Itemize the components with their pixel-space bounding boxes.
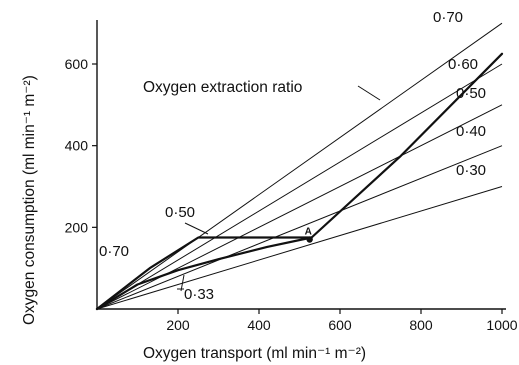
ratio-line-0-7 [96, 22, 503, 310]
data-series-line [95, 52, 504, 311]
y-axis-label: Oxygen consumption (ml min⁻¹ m⁻²) [21, 75, 38, 325]
x-tick-label: 1000 [486, 317, 517, 333]
x-tick-label: 200 [166, 317, 190, 333]
y-tick-label: 200 [65, 219, 89, 235]
axis-ticks: 200 400 600 800 1000 200 400 600 [65, 56, 518, 333]
ratio-lines-title: Oxygen extraction ratio [143, 79, 302, 96]
x-tick-label: 400 [247, 317, 271, 333]
ratio-line-0-6 [96, 63, 503, 310]
point-markers: A [305, 227, 313, 243]
axes [96, 20, 506, 310]
point-label: A [305, 227, 312, 238]
x-tick-label: 600 [328, 317, 352, 333]
annotation-label: 0·70 [99, 243, 129, 260]
ratio-label: 0·50 [456, 85, 486, 102]
y-tick-label: 400 [65, 138, 89, 154]
ratio-line-0-4 [96, 145, 503, 310]
extraction-ratio-lines [96, 22, 503, 310]
annotation-label: 0·50 [165, 204, 195, 221]
data-series-line [95, 236, 313, 311]
x-tick-label: 800 [409, 317, 433, 333]
ratio-title-leader [357, 85, 381, 101]
ratio-label: 0·30 [456, 162, 486, 179]
ratio-label: 0·70 [433, 9, 463, 26]
ratio-label: 0·60 [448, 56, 478, 73]
annotation-leader [184, 222, 209, 235]
x-axis-label: Oxygen transport (ml min⁻¹ m⁻²) [143, 345, 366, 362]
y-tick-label: 600 [65, 56, 89, 72]
annotation-leader [180, 274, 185, 292]
annotation-label: 0·33 [184, 286, 214, 303]
point-marker [306, 236, 313, 243]
chart-labels: 0·70 0·60 0·50 0·40 0·30 0·50 0·70 0·33 [99, 9, 486, 303]
ratio-line-0-3 [96, 186, 503, 310]
ratio-label: 0·40 [456, 123, 486, 140]
data-series-lines [95, 52, 504, 311]
